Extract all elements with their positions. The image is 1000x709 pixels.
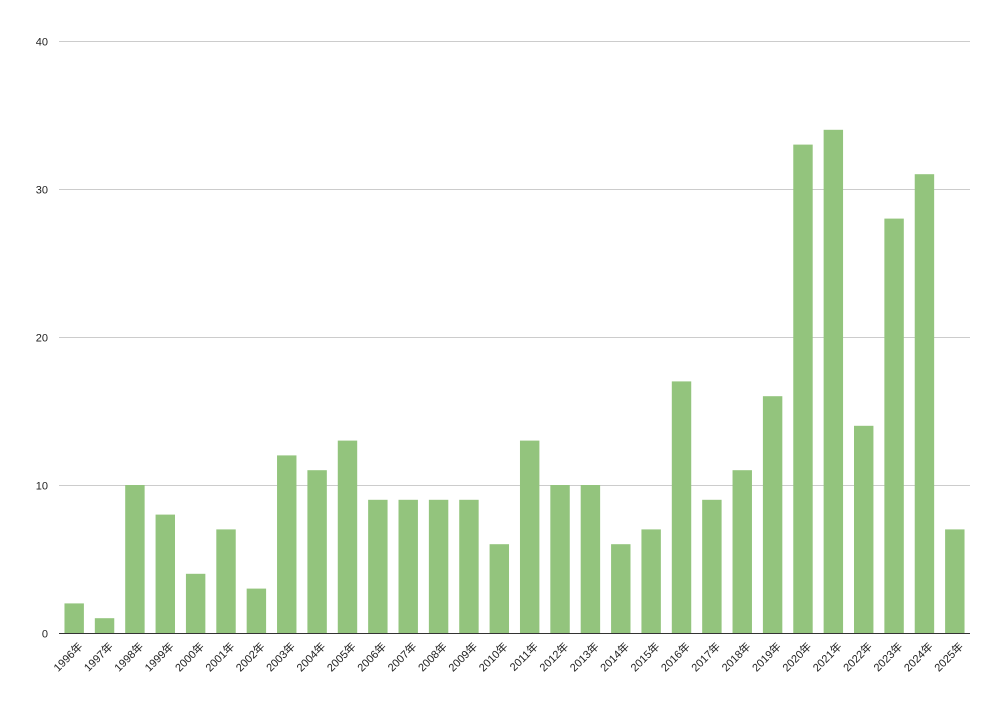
x-tick-label: 1997年 — [81, 639, 116, 674]
x-tick-label: 2013年 — [567, 639, 602, 674]
bar — [550, 485, 570, 633]
x-tick-label: 2020年 — [779, 639, 814, 674]
bar — [519, 440, 540, 633]
x-tick-label: 2023年 — [870, 639, 905, 674]
x-tick-label: 2024年 — [901, 639, 936, 674]
bar — [368, 499, 388, 633]
bar — [641, 529, 661, 633]
bar — [277, 455, 297, 633]
x-tick-label: 2004年 — [293, 639, 328, 674]
x-tick-label: 1999年 — [142, 639, 177, 674]
bar — [732, 470, 752, 633]
bar — [580, 485, 601, 633]
y-axis-tick-labels: 0 10 20 30 40 — [36, 37, 48, 641]
gridlines — [59, 41, 970, 486]
bar — [671, 381, 692, 633]
x-tick-label: 2008年 — [415, 639, 450, 674]
bar — [854, 425, 874, 633]
bar — [94, 618, 115, 633]
y-tick-label: 0 — [42, 629, 48, 641]
bar — [246, 588, 267, 633]
x-tick-label: 2006年 — [354, 639, 389, 674]
x-tick-label: 2015年 — [627, 639, 662, 674]
bar — [914, 174, 935, 633]
y-tick-label: 40 — [36, 37, 48, 49]
bars — [64, 129, 965, 634]
bar — [884, 218, 904, 633]
x-tick-label: 1998年 — [111, 639, 146, 674]
x-tick-label: 2002年 — [233, 639, 268, 674]
x-tick-label: 1996年 — [50, 639, 85, 674]
bar — [762, 396, 783, 633]
y-tick-label: 20 — [36, 333, 48, 345]
bar — [64, 603, 84, 633]
x-tick-label: 2017年 — [688, 639, 723, 674]
y-tick-label: 10 — [36, 481, 48, 493]
x-tick-label: 2018年 — [718, 639, 753, 674]
bar — [398, 499, 418, 633]
x-tick-label: 2003年 — [263, 639, 298, 674]
bar — [337, 440, 358, 633]
bar — [459, 499, 479, 633]
x-tick-label: 2009年 — [445, 639, 480, 674]
x-tick-label: 2000年 — [172, 639, 207, 674]
x-tick-label: 2001年 — [202, 639, 237, 674]
x-tick-label: 2005年 — [324, 639, 359, 674]
bar — [611, 544, 631, 633]
bar — [793, 144, 813, 633]
bar — [489, 544, 510, 633]
x-tick-label: 2019年 — [749, 639, 784, 674]
bar — [702, 499, 722, 633]
bar — [185, 573, 206, 633]
x-tick-label: 2016年 — [658, 639, 693, 674]
bar — [216, 529, 236, 633]
x-tick-label: 2011年 — [506, 639, 540, 673]
x-tick-label: 2022年 — [840, 639, 875, 674]
x-axis-tick-labels: 1996年1997年1998年1999年2000年2001年2002年2003年… — [50, 639, 966, 674]
x-tick-label: 2025年 — [931, 639, 966, 674]
x-tick-label: 2010年 — [476, 639, 511, 674]
bar — [125, 485, 145, 633]
x-tick-label: 2007年 — [384, 639, 419, 674]
x-tick-label: 2021年 — [810, 639, 845, 674]
x-tick-label: 2014年 — [597, 639, 632, 674]
bar — [155, 514, 175, 633]
bar — [307, 470, 327, 633]
x-tick-label: 2012年 — [536, 639, 571, 674]
bar — [945, 529, 965, 633]
bar — [823, 129, 844, 634]
y-tick-label: 30 — [36, 185, 48, 197]
bar — [428, 499, 449, 633]
